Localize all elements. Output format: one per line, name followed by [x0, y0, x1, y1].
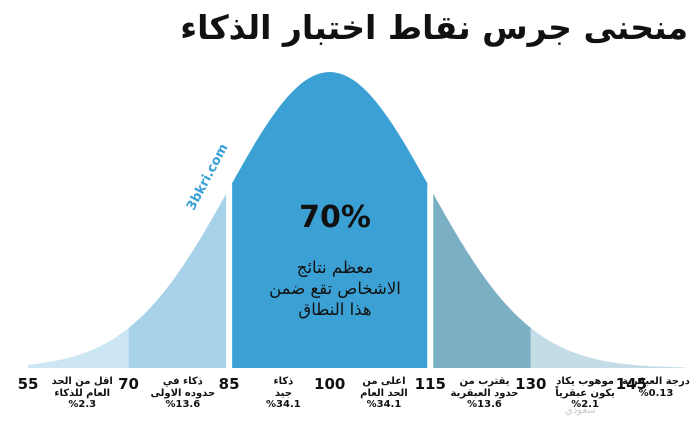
- band-label-line: اعلى من: [362, 376, 406, 387]
- band-label: درجة العبقرية %0.13: [614, 376, 698, 399]
- tick-label: 55: [17, 375, 39, 393]
- tick-label: 145: [615, 375, 648, 393]
- band-label-line: %13.6: [165, 399, 201, 410]
- band-label-line: %0.13: [638, 387, 674, 399]
- band-label-line: ذكاء: [273, 376, 294, 387]
- chart-title: منحنى جرس نقاط اختبار الذكاء: [180, 8, 688, 47]
- band-center: [229, 72, 431, 368]
- tick-label: 70: [118, 375, 139, 393]
- center-desc-line: هذا النطاق: [298, 300, 372, 319]
- center-percent: 70%: [299, 200, 371, 235]
- tick-label: 130: [515, 375, 547, 393]
- band-label: يقترب من حدود العبقرية %13.6: [443, 376, 527, 411]
- band-left: [128, 188, 230, 368]
- band-label-line: جيد: [274, 387, 292, 399]
- band-label-line: درجة العبقرية: [622, 376, 690, 387]
- band-label-line: العام للذكاء: [54, 387, 111, 399]
- center-description: معظم نتائج الاشخاص تقع ضمن هذا النطاق: [240, 257, 430, 320]
- band-label: ذكاء في حدوده الاولى %13.6: [141, 376, 225, 411]
- band-label-line: الحد العام: [360, 387, 408, 399]
- band-label-line: حدوده الاولى: [150, 387, 216, 399]
- center-desc-line: الاشخاص تقع ضمن: [269, 279, 401, 298]
- band-label-line: حدود العبقرية: [450, 387, 519, 399]
- band-label-line: اقل من الحد: [51, 376, 113, 387]
- band-label: اقل من الحد العام للذكاء %2.3: [40, 376, 124, 411]
- tick-label: 115: [414, 375, 446, 393]
- band-label-line: %34.1: [266, 399, 301, 410]
- tick-label: 85: [218, 375, 240, 393]
- center-desc-line: معظم نتائج: [296, 258, 374, 277]
- band-right: [430, 188, 531, 368]
- band-label-line: موهوب يكاد: [556, 376, 614, 387]
- band-label: موهوب يكاد يكون عبقرياً %2.1: [543, 376, 627, 411]
- band-label-line: %2.3: [68, 399, 97, 410]
- band-label-line: ذكاء في: [162, 376, 203, 387]
- band-label-line: %34.1: [366, 399, 402, 410]
- band-label-line: يقترب من: [459, 376, 510, 387]
- band-label: اعلى من الحد العام %34.1: [342, 376, 426, 411]
- band-outer-left: [28, 327, 129, 368]
- band-outer-right: [530, 327, 685, 368]
- tick-label: 100: [314, 375, 346, 393]
- band-label: ذكاء جيد %34.1: [241, 376, 325, 411]
- band-label-line: %13.6: [467, 399, 502, 410]
- band-label-line: %2.1: [571, 399, 599, 410]
- site-logo: سعودي: [565, 405, 596, 416]
- band-label-line: يكون عبقرياً: [555, 387, 615, 399]
